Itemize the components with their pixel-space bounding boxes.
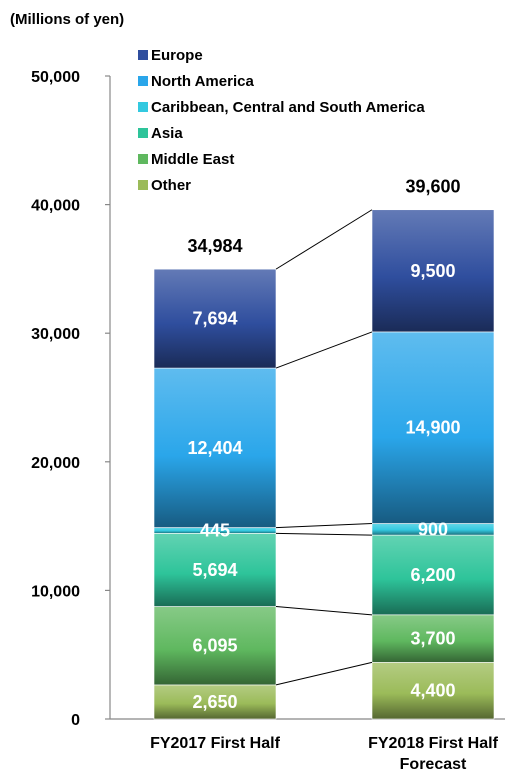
bar-segment (153, 606, 277, 686)
segment-value-label: 7,694 (192, 309, 237, 329)
legend-label: Caribbean, Central and South America (151, 99, 425, 116)
bar-segment (153, 533, 277, 607)
data-labels: 2,650 6,095 5,694 445 12,404 7,694 34,984 4,400… (187, 177, 460, 712)
segment-value-label: 12,404 (187, 438, 242, 458)
total-label: 39,600 (405, 177, 460, 197)
segment-value-label: 6,095 (192, 636, 237, 656)
category-label: Forecast (400, 756, 467, 773)
legend: Europe North America Caribbean, Central an… (138, 47, 425, 194)
y-tick-label: 20,000 (31, 455, 80, 472)
legend-swatch (138, 180, 148, 190)
bar-segment (153, 367, 277, 528)
segment-value-label: 9,500 (410, 261, 455, 281)
bar-segment (371, 331, 495, 524)
y-tick-label: 30,000 (31, 326, 80, 343)
y-tick-label: 0 (71, 712, 80, 729)
y-tick-label: 10,000 (31, 583, 80, 600)
segment-value-label: 445 (200, 520, 230, 540)
category-label: FY2017 First Half (150, 735, 281, 752)
legend-label: North America (151, 73, 254, 90)
legend-swatch (138, 154, 148, 164)
connector-line (275, 523, 373, 529)
bar-segment (371, 662, 495, 720)
legend-swatch (138, 102, 148, 112)
segment-value-label: 3,700 (410, 629, 455, 649)
segment-value-label: 6,200 (410, 565, 455, 585)
legend-label: Asia (151, 125, 183, 142)
connector-line (275, 606, 373, 616)
connector-line (275, 209, 373, 270)
bar-segment (153, 684, 277, 720)
legend-swatch (138, 50, 148, 60)
connector-line (275, 532, 373, 536)
connector-lines (275, 209, 373, 686)
bar-segment (371, 614, 495, 663)
y-tick-label: 40,000 (31, 198, 80, 215)
legend-label: Europe (151, 47, 203, 64)
bar-segment (153, 268, 277, 369)
legend-label: Other (151, 177, 191, 194)
y-tick-label: 50,000 (31, 69, 80, 86)
y-axis: 0 10,000 20,000 30,000 40,000 50,000 (31, 69, 505, 729)
segment-value-label: 5,694 (192, 560, 237, 580)
legend-label: Middle East (151, 151, 234, 168)
connector-line (275, 661, 373, 686)
segment-value-label: 2,650 (192, 692, 237, 712)
category-label: FY2018 First Half (368, 735, 499, 752)
connector-line (275, 331, 373, 369)
segment-value-label: 4,400 (410, 681, 455, 701)
bar-segment (371, 534, 495, 616)
legend-swatch (138, 76, 148, 86)
x-axis-labels: FY2017 First Half FY2018 First Half Foreca… (150, 735, 499, 773)
total-label: 34,984 (187, 236, 242, 256)
bars-layer (153, 209, 495, 720)
unit-label: (Millions of yen) (10, 11, 124, 28)
segment-value-label: 900 (418, 519, 448, 539)
bar-segment (371, 209, 495, 333)
legend-swatch (138, 128, 148, 138)
segment-value-label: 14,900 (405, 418, 460, 438)
